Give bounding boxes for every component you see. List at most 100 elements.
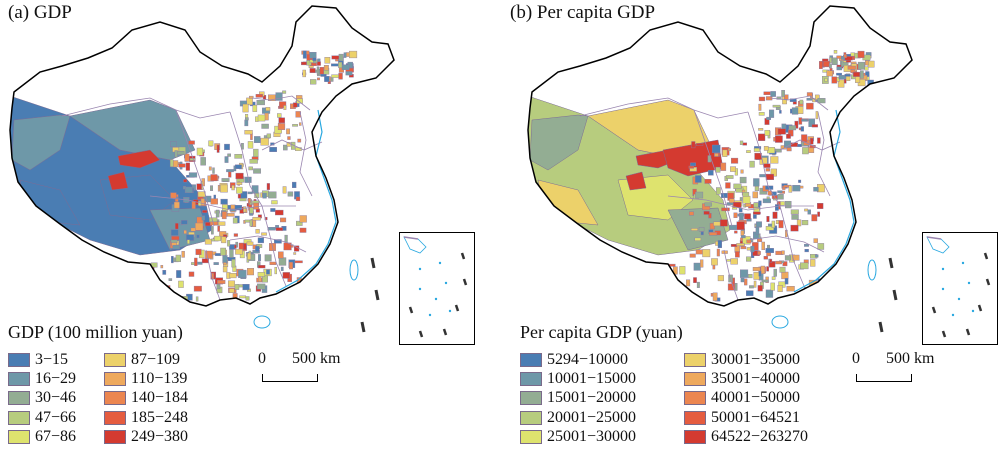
county-cell	[331, 63, 339, 67]
county-cell	[693, 277, 697, 284]
county-cell	[277, 113, 282, 118]
scale-line	[262, 374, 318, 382]
county-cell	[183, 230, 187, 234]
inset-island	[967, 281, 971, 285]
legend-swatch	[104, 372, 126, 387]
county-cell	[865, 60, 869, 66]
county-cell	[805, 289, 810, 293]
legend-item: 20001−25000	[520, 408, 636, 427]
county-cell	[734, 230, 738, 234]
county-cell	[278, 257, 287, 266]
county-cell	[744, 213, 751, 220]
county-cell	[214, 253, 222, 256]
per-capita-legend-col-1: 5294−10000 10001−15000 15001−20000 20001…	[520, 350, 636, 447]
county-cell	[675, 297, 681, 302]
province-boundary	[579, 97, 749, 119]
county-cell	[844, 74, 851, 77]
south-china-sea-inset	[399, 232, 475, 345]
legend-item: 35001−40000	[684, 369, 808, 388]
county-cell	[302, 69, 306, 78]
nine-dash-segment	[892, 289, 898, 301]
county-cell	[790, 224, 799, 232]
county-cell	[750, 245, 755, 253]
county-cell	[297, 285, 301, 294]
county-cell	[349, 50, 358, 59]
county-cell	[770, 282, 775, 291]
legend-swatch	[104, 352, 126, 367]
nine-dash-segment	[418, 330, 424, 338]
county-cell	[757, 133, 766, 141]
county-cell	[766, 266, 769, 272]
county-cell	[268, 94, 276, 101]
inset-coast	[403, 236, 427, 254]
county-cell	[343, 52, 347, 58]
county-cell	[246, 241, 254, 246]
county-cell	[294, 260, 303, 264]
nine-dash-segment	[985, 278, 991, 286]
county-cell	[797, 144, 802, 147]
county-cell	[843, 54, 847, 59]
county-cell	[258, 254, 262, 261]
county-cell	[275, 92, 283, 101]
county-cell	[752, 211, 761, 215]
county-cell	[769, 259, 773, 263]
county-cell	[257, 272, 265, 277]
county-cell	[295, 147, 302, 151]
county-cell	[201, 258, 210, 264]
province-boundary	[779, 205, 805, 287]
legend-item: 185−248	[104, 408, 188, 427]
county-cell	[857, 61, 866, 70]
county-cell	[275, 227, 283, 231]
county-cell	[234, 204, 242, 211]
county-cell	[785, 200, 792, 209]
county-cell	[222, 266, 228, 273]
county-cell	[188, 172, 198, 178]
county-cell	[836, 66, 843, 71]
county-cell	[714, 153, 719, 157]
county-cell	[845, 73, 851, 81]
county-cell	[345, 71, 353, 76]
county-cell	[703, 211, 710, 215]
county-cell	[316, 61, 321, 66]
scale-label: 500 km	[292, 350, 341, 367]
county-cell	[257, 114, 266, 122]
county-cell	[331, 74, 340, 78]
county-cell	[264, 254, 272, 262]
county-cell	[784, 94, 789, 100]
province-boundary	[149, 195, 296, 211]
county-cell	[341, 64, 350, 70]
legend-swatch	[684, 352, 706, 367]
county-cell	[284, 234, 288, 243]
county-cell	[286, 128, 290, 135]
legend-item: 30001−35000	[684, 350, 808, 369]
county-cell	[865, 71, 870, 77]
county-cell	[829, 57, 832, 63]
county-cell	[800, 262, 809, 270]
county-cell	[734, 283, 738, 291]
county-cell	[801, 219, 809, 226]
county-cell	[174, 150, 178, 158]
county-cell	[292, 124, 298, 127]
inset-island	[428, 313, 432, 317]
county-cell	[238, 269, 247, 279]
county-cell	[248, 166, 253, 171]
county-cell	[226, 169, 234, 173]
county-cell	[175, 254, 181, 263]
county-cell	[739, 197, 743, 201]
county-cell	[763, 91, 771, 96]
county-cell	[227, 153, 231, 157]
county-cell	[247, 191, 253, 195]
county-cell	[309, 52, 317, 59]
county-cell	[784, 278, 789, 285]
nine-dash-segment	[408, 306, 414, 314]
inset-island	[438, 261, 442, 265]
inset-map	[403, 236, 468, 338]
county-cell	[817, 202, 824, 209]
county-cell	[217, 280, 226, 284]
county-cell	[853, 71, 861, 77]
legend-swatch	[684, 430, 706, 445]
county-cell	[210, 174, 218, 182]
county-cell	[280, 266, 284, 271]
county-cell	[802, 147, 809, 155]
county-cell	[729, 224, 737, 230]
